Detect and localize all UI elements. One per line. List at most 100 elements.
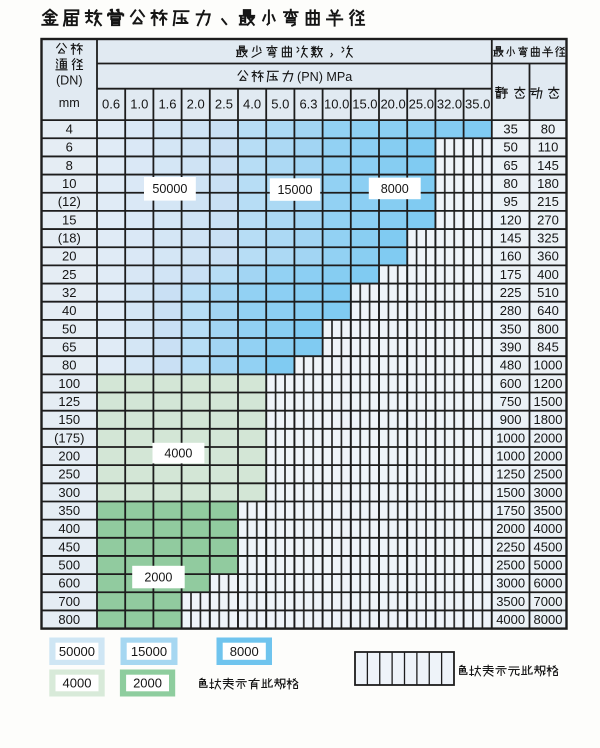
- svg-text:4000: 4000: [534, 521, 563, 536]
- svg-text:7000: 7000: [534, 594, 563, 609]
- svg-text:4500: 4500: [534, 539, 563, 554]
- svg-text:215: 215: [537, 194, 559, 209]
- svg-text:(18): (18): [58, 231, 81, 246]
- svg-text:150: 150: [58, 412, 80, 427]
- svg-text:3000: 3000: [496, 576, 525, 591]
- svg-text:8000: 8000: [534, 612, 563, 627]
- svg-text:(DN): (DN): [56, 74, 83, 88]
- svg-text:10.0: 10.0: [324, 96, 349, 111]
- svg-text:100: 100: [58, 376, 80, 391]
- svg-text:4: 4: [66, 122, 73, 137]
- svg-text:(12): (12): [58, 194, 81, 209]
- svg-text:2000: 2000: [534, 430, 563, 445]
- svg-text:50000: 50000: [59, 644, 95, 659]
- svg-text:145: 145: [500, 231, 522, 246]
- svg-text:80: 80: [503, 176, 517, 191]
- svg-text:8000: 8000: [381, 182, 409, 196]
- svg-text:8: 8: [66, 158, 73, 173]
- svg-text:800: 800: [58, 612, 80, 627]
- svg-text:50000: 50000: [152, 182, 187, 196]
- svg-text:1000: 1000: [496, 430, 525, 445]
- svg-text:8000: 8000: [230, 644, 259, 659]
- svg-text:1200: 1200: [534, 376, 563, 391]
- svg-text:20.0: 20.0: [380, 96, 405, 111]
- svg-text:4000: 4000: [63, 676, 92, 691]
- svg-text:1500: 1500: [534, 394, 563, 409]
- svg-text:845: 845: [537, 340, 559, 355]
- svg-text:400: 400: [58, 521, 80, 536]
- svg-text:25.0: 25.0: [409, 96, 434, 111]
- svg-text:350: 350: [500, 321, 522, 336]
- svg-text:95: 95: [503, 194, 517, 209]
- svg-text:200: 200: [58, 448, 80, 463]
- svg-text:1750: 1750: [496, 503, 525, 518]
- svg-text:1500: 1500: [496, 485, 525, 500]
- svg-text:700: 700: [58, 594, 80, 609]
- svg-text:900: 900: [500, 412, 522, 427]
- svg-text:6: 6: [66, 140, 73, 155]
- svg-text:2.5: 2.5: [215, 96, 233, 111]
- svg-text:5000: 5000: [534, 557, 563, 572]
- svg-text:15: 15: [62, 212, 76, 227]
- svg-text:32.0: 32.0: [437, 96, 462, 111]
- svg-text:6.3: 6.3: [299, 96, 317, 111]
- svg-text:35.0: 35.0: [465, 96, 490, 111]
- svg-text:300: 300: [58, 485, 80, 500]
- svg-text:750: 750: [500, 394, 522, 409]
- svg-text:325: 325: [537, 231, 559, 246]
- svg-text:4.0: 4.0: [243, 96, 261, 111]
- svg-text:5.0: 5.0: [271, 96, 289, 111]
- svg-text:145: 145: [537, 158, 559, 173]
- svg-text:4000: 4000: [496, 612, 525, 627]
- svg-text:4000: 4000: [164, 447, 192, 461]
- svg-text:510: 510: [537, 285, 559, 300]
- svg-text:390: 390: [500, 340, 522, 355]
- svg-text:80: 80: [62, 358, 76, 373]
- svg-text:1000: 1000: [534, 358, 563, 373]
- svg-text:10: 10: [62, 176, 76, 191]
- svg-text:2500: 2500: [534, 467, 563, 482]
- svg-text:50: 50: [62, 321, 76, 336]
- svg-text:110: 110: [538, 140, 559, 155]
- svg-text:600: 600: [58, 576, 80, 591]
- svg-text:40: 40: [62, 303, 76, 318]
- svg-text:350: 350: [58, 503, 80, 518]
- svg-text:640: 640: [537, 303, 559, 318]
- svg-text:450: 450: [58, 539, 80, 554]
- svg-text:mm: mm: [59, 96, 80, 110]
- svg-text:120: 120: [500, 212, 522, 227]
- svg-text:80: 80: [541, 122, 555, 137]
- svg-text:160: 160: [500, 249, 522, 264]
- svg-text:2500: 2500: [496, 557, 525, 572]
- svg-text:(PN) MPa: (PN) MPa: [297, 70, 352, 84]
- svg-text:270: 270: [537, 212, 559, 227]
- svg-text:1250: 1250: [496, 467, 525, 482]
- svg-text:600: 600: [500, 376, 522, 391]
- svg-text:180: 180: [537, 176, 559, 191]
- svg-text:2000: 2000: [534, 448, 563, 463]
- svg-text:480: 480: [500, 358, 522, 373]
- svg-text:2.0: 2.0: [187, 96, 205, 111]
- svg-text:20: 20: [62, 249, 76, 264]
- svg-text:250: 250: [58, 467, 80, 482]
- svg-text:65: 65: [62, 340, 76, 355]
- svg-text:2000: 2000: [133, 676, 162, 691]
- svg-text:32: 32: [62, 285, 76, 300]
- svg-text:35: 35: [503, 122, 517, 137]
- svg-text:225: 225: [500, 285, 522, 300]
- svg-text:125: 125: [58, 394, 80, 409]
- svg-text:15000: 15000: [131, 644, 167, 659]
- svg-text:(175): (175): [54, 430, 84, 445]
- svg-text:500: 500: [58, 557, 80, 572]
- svg-text:1000: 1000: [496, 448, 525, 463]
- svg-text:1.6: 1.6: [158, 96, 176, 111]
- svg-text:6000: 6000: [534, 576, 563, 591]
- svg-text:3500: 3500: [496, 594, 525, 609]
- svg-text:15000: 15000: [277, 183, 312, 197]
- svg-text:15.0: 15.0: [352, 96, 377, 111]
- svg-text:800: 800: [537, 321, 559, 336]
- svg-text:1800: 1800: [534, 412, 563, 427]
- svg-text:400: 400: [537, 267, 559, 282]
- svg-text:2000: 2000: [496, 521, 525, 536]
- svg-text:2250: 2250: [496, 539, 525, 554]
